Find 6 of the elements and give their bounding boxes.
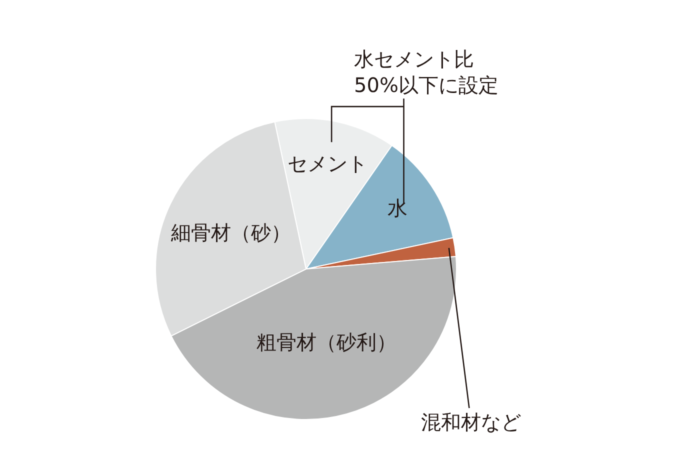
text: 水セメント比 50%以下に設定: [354, 47, 498, 97]
slice-label: 細骨材（砂）: [170, 220, 291, 244]
slice-label: 粗骨材（砂利）: [256, 330, 396, 354]
slice-label: 混和材など: [421, 410, 521, 434]
slice-label: 水: [388, 196, 408, 220]
slice-label: セメント: [287, 151, 368, 176]
